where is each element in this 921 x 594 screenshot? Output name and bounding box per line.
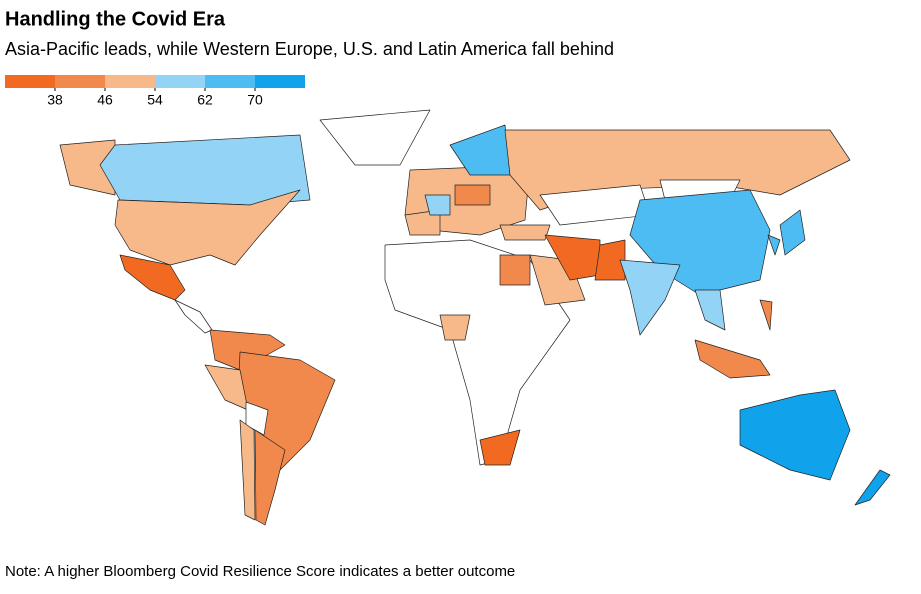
legend-tick-label: 38 (47, 92, 63, 108)
chile (239, 419, 256, 521)
alaska (59, 139, 116, 196)
spain (404, 209, 441, 236)
legend-tick-label: 54 (147, 92, 163, 108)
indonesia (694, 339, 771, 379)
new-zealand (854, 469, 891, 506)
japan (779, 209, 806, 256)
philippines (759, 299, 773, 331)
subtitle: Asia-Pacific leads, while Western Europe… (5, 39, 614, 59)
pakistan (594, 239, 626, 281)
nigeria (439, 314, 471, 341)
turkey (499, 224, 551, 241)
central-europe (454, 184, 491, 206)
usa (114, 189, 301, 266)
canada (99, 134, 311, 206)
legend-swatch (55, 75, 105, 88)
legend: 38 46 54 62 70 (5, 75, 305, 108)
australia (739, 389, 851, 481)
scandinavia (449, 124, 511, 176)
world-map (59, 109, 891, 526)
india (619, 259, 681, 336)
legend-swatch (105, 75, 155, 88)
note: Note: A higher Bloomberg Covid Resilienc… (5, 563, 515, 580)
legend-swatch (155, 75, 205, 88)
title: Handling the Covid Era (5, 8, 226, 30)
legend-swatch (205, 75, 255, 88)
legend-tick-label: 62 (197, 92, 213, 108)
south-africa (479, 429, 521, 466)
legend-swatch (5, 75, 55, 88)
legend-tick-label: 46 (97, 92, 113, 108)
legend-swatch (255, 75, 305, 88)
bolivia (245, 401, 269, 436)
south-korea (767, 234, 781, 256)
argentina (254, 429, 286, 526)
central-america (174, 299, 213, 334)
legend-tick-label: 70 (247, 92, 263, 108)
france (424, 194, 451, 216)
greenland (319, 109, 431, 166)
egypt (499, 254, 531, 286)
southeast-asia (694, 289, 726, 331)
